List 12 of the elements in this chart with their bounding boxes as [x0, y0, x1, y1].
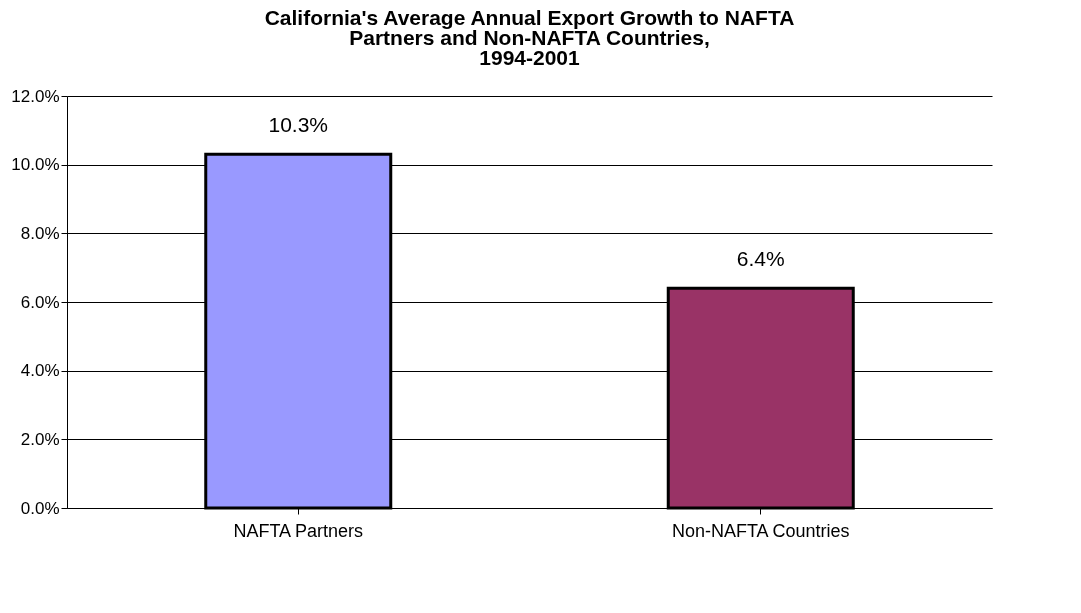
y-tick-label: 12.0%	[11, 86, 60, 106]
y-tick-label: 0.0%	[20, 498, 60, 518]
chart-title: California's Average Annual Export Growth to NAFTA Partners and Non-NAFTA Countries, 1994-2001	[264, 6, 795, 69]
y-tick-label: 4.0%	[20, 361, 60, 381]
x-tick-label: NAFTA Partners	[233, 520, 364, 541]
y-tick-label: 6.0%	[20, 292, 60, 312]
y-tick-label: 10.0%	[11, 155, 60, 175]
data-label: 10.3%	[268, 113, 329, 137]
data-label: 6.4%	[736, 247, 785, 271]
x-tick-label: Non-NAFTA Countries	[671, 520, 850, 541]
y-tick-label: 2.0%	[20, 429, 60, 449]
y-tick-label: 8.0%	[20, 223, 60, 243]
